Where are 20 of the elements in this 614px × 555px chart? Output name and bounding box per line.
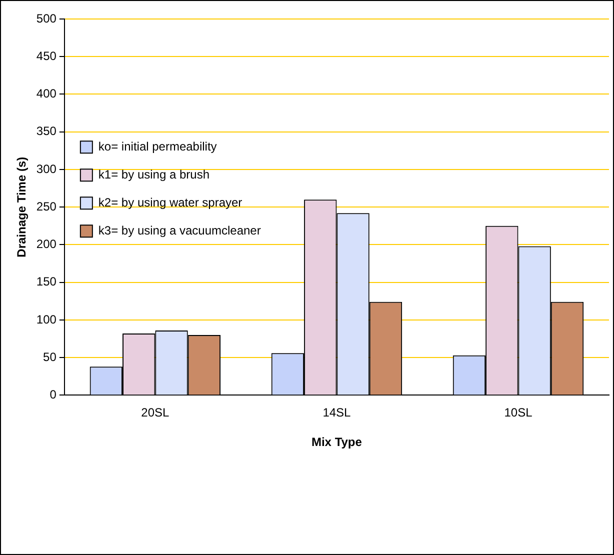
y-tick-label: 200: [36, 237, 57, 252]
x-axis-title: Mix Type: [311, 435, 362, 450]
y-tick-label: 400: [36, 86, 57, 101]
y-tick-label: 450: [36, 48, 57, 63]
y-tick-label: 50: [43, 350, 57, 364]
y-tick-label: 150: [36, 274, 57, 289]
x-tick-label: 10SL: [504, 406, 533, 420]
legend-label: k1= by using a brush: [98, 167, 210, 182]
y-tick-label: 350: [36, 124, 57, 138]
y-tick-label: 500: [36, 11, 57, 26]
legend-label: k2= by using water sprayer: [98, 195, 242, 210]
y-tick-label: 100: [36, 312, 57, 326]
x-tick-label: 20SL: [141, 406, 170, 420]
y-tick-label: 0: [50, 388, 57, 402]
y-axis-title: Drainage Time (s): [14, 156, 29, 258]
legend-label: ko= initial permeability: [98, 139, 217, 154]
x-tick-label: 14SL: [322, 406, 352, 420]
legend-label: k3= by using a vacuumcleaner: [98, 223, 261, 238]
y-tick-label: 300: [36, 162, 57, 176]
y-tick-label: 250: [36, 199, 57, 214]
